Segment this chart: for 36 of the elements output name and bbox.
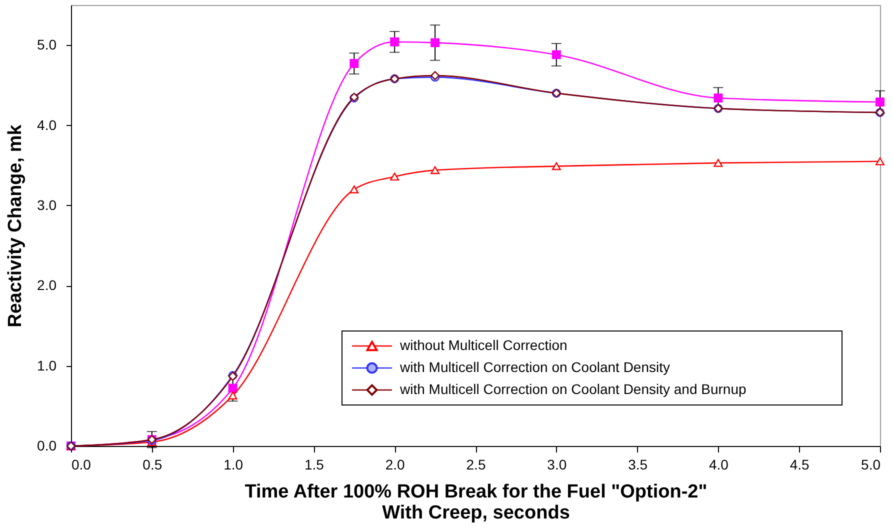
point	[552, 50, 561, 60]
x-tick-label: 3.0	[547, 456, 567, 472]
y-tick-label: 0.0	[37, 438, 57, 454]
x-tick-label: 4.5	[790, 456, 810, 472]
x-tick-label: 3.5	[628, 456, 648, 472]
point	[552, 162, 561, 170]
legend-label: without Multicell Correction	[399, 337, 568, 353]
y-axis-title: Reactivity Change, mk	[5, 124, 26, 328]
point	[714, 94, 723, 102]
point	[228, 384, 238, 393]
x-tick-label: 2.0	[385, 456, 406, 472]
x-tick-label: 1.0	[224, 456, 244, 472]
x-tick-label: 2.5	[466, 456, 486, 472]
y-tick-label: 4.0	[37, 116, 57, 133]
x-tick-label: 0.0	[72, 456, 92, 472]
y-tick-label: 1.0	[37, 357, 57, 374]
y-tick-label: 2.0	[37, 277, 57, 294]
point	[390, 37, 400, 46]
point	[876, 98, 884, 106]
point	[350, 185, 359, 194]
point	[876, 157, 884, 166]
point	[430, 38, 440, 48]
y-tick-label: 5.0	[37, 36, 57, 53]
x-tick-label: 1.5	[304, 456, 324, 472]
x-tick-label: 4.0	[708, 456, 729, 472]
x-tick-label: 0.5	[142, 456, 162, 472]
y-tick-label: 3.0	[37, 196, 57, 213]
legend-label: with Multicell Correction on Coolant Density	[399, 359, 670, 375]
point	[430, 166, 440, 174]
point	[390, 172, 400, 181]
x-axis-title: Time After 100% ROH Break for the Fuel "Option-2" With Creep, seconds	[244, 482, 708, 524]
point	[350, 59, 359, 68]
point	[714, 159, 723, 167]
point	[228, 392, 238, 400]
legend-label: with Multicell Correction on Coolant Density and Burnup	[399, 381, 746, 397]
x-tick-label: 5.0	[861, 456, 881, 472]
